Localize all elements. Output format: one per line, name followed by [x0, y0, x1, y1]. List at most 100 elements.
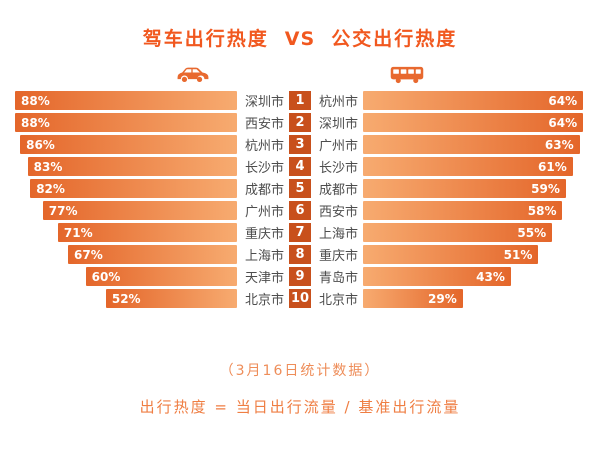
driving-value-label: 82% — [36, 181, 65, 196]
driving-bar: 52% — [105, 289, 237, 308]
transit-value-label: 64% — [548, 93, 578, 108]
column-icons — [0, 61, 600, 85]
driving-bar: 86% — [20, 135, 237, 154]
transit-value-label: 63% — [544, 137, 574, 152]
driving-value-label: 86% — [26, 137, 55, 152]
transit-value-label: 29% — [428, 291, 457, 306]
driving-value-label: 77% — [48, 203, 78, 218]
transit-bar-area: 63% — [363, 135, 590, 154]
driving-city-label: 杭州市 — [245, 139, 285, 154]
driving-city-label: 深圳市 — [245, 95, 285, 110]
rank-badge: 10 — [289, 289, 311, 308]
driving-bar-area: 77% — [10, 201, 237, 220]
driving-bar-area: 60% — [10, 267, 237, 286]
driving-bar-area: 86% — [10, 135, 237, 154]
transit-city-label: 青岛市 — [319, 271, 359, 286]
driving-bar-area: 67% — [10, 245, 237, 264]
transit-value-label: 55% — [517, 225, 547, 240]
driving-city-label: 广州市 — [245, 205, 285, 220]
transit-city-label: 上海市 — [319, 227, 359, 242]
driving-value-label: 83% — [33, 159, 63, 174]
car-icon — [177, 67, 209, 83]
driving-bar-area: 82% — [10, 179, 237, 198]
chart-row: 83% 长沙市 4 长沙市 61% — [0, 157, 600, 176]
driving-bar-area: 88% — [10, 91, 237, 110]
driving-value-label: 67% — [74, 247, 103, 262]
title-vs: VS — [284, 28, 316, 50]
page-title: 驾车出行热度 VS 公交出行热度 — [0, 0, 600, 51]
transit-bar: 43% — [363, 267, 511, 286]
chart-row: 86% 杭州市 3 广州市 63% — [0, 135, 600, 154]
driving-city-label: 北京市 — [245, 293, 285, 308]
rank-badge: 1 — [289, 91, 311, 110]
chart-row: 88% 西安市 2 深圳市 64% — [0, 113, 600, 132]
driving-bar-area: 83% — [10, 157, 237, 176]
driving-bar-area: 71% — [10, 223, 237, 242]
driving-bar: 71% — [57, 223, 237, 242]
driving-bar: 88% — [15, 91, 237, 110]
transit-city-label: 杭州市 — [319, 95, 359, 110]
transit-bar: 61% — [363, 157, 573, 176]
transit-bar: 64% — [363, 113, 584, 132]
rank-badge: 6 — [289, 201, 311, 220]
transit-bar-area: 43% — [363, 267, 590, 286]
driving-bar: 88% — [15, 113, 237, 132]
transit-city-label: 重庆市 — [319, 249, 359, 264]
transit-bar-area: 64% — [363, 91, 590, 110]
driving-bar: 83% — [27, 157, 237, 176]
transit-bar: 55% — [363, 223, 553, 242]
driving-city-label: 天津市 — [245, 271, 285, 286]
transit-value-label: 59% — [531, 181, 560, 196]
driving-value-label: 71% — [63, 225, 93, 240]
rank-badge: 8 — [289, 245, 311, 264]
title-transit: 公交出行热度 — [331, 28, 458, 50]
driving-city-label: 西安市 — [245, 117, 285, 132]
driving-value-label: 88% — [21, 115, 50, 130]
transit-value-label: 58% — [527, 203, 557, 218]
transit-value-label: 61% — [538, 159, 567, 174]
transit-city-label: 长沙市 — [319, 161, 359, 176]
transit-bar-area: 51% — [363, 245, 590, 264]
chart-body: 88% 深圳市 1 杭州市 64% 88% 西安市 2 深圳市 64% 86% 杭州市 3 广州市 63% 8… — [0, 91, 600, 308]
chart-row: 77% 广州市 6 西安市 58% — [0, 201, 600, 220]
transit-bar-area: 59% — [363, 179, 590, 198]
driving-city-label: 长沙市 — [245, 161, 285, 176]
driving-bar-area: 52% — [10, 289, 237, 308]
transit-bar-area: 64% — [363, 113, 590, 132]
transit-bar-area: 58% — [363, 201, 590, 220]
transit-bar-area: 29% — [363, 289, 590, 308]
chart-row: 67% 上海市 8 重庆市 51% — [0, 245, 600, 264]
bus-icon-slot — [353, 65, 590, 85]
car-icon-slot — [10, 64, 227, 85]
driving-city-label: 重庆市 — [245, 227, 285, 242]
driving-value-label: 60% — [91, 269, 121, 284]
chart-row: 52% 北京市 10 北京市 29% — [0, 289, 600, 308]
chart-row: 82% 成都市 5 成都市 59% — [0, 179, 600, 198]
rank-badge: 2 — [289, 113, 311, 132]
rank-badge: 9 — [289, 267, 311, 286]
transit-value-label: 64% — [548, 115, 578, 130]
transit-bar-area: 61% — [363, 157, 590, 176]
date-note: （3月16日统计数据） — [219, 363, 381, 379]
transit-city-label: 成都市 — [319, 183, 359, 198]
bus-icon — [390, 66, 424, 84]
driving-city-label: 成都市 — [245, 183, 285, 198]
title-driving: 驾车出行热度 — [142, 28, 269, 50]
transit-city-label: 深圳市 — [319, 117, 359, 132]
chart-row: 60% 天津市 9 青岛市 43% — [0, 267, 600, 286]
chart-row: 71% 重庆市 7 上海市 55% — [0, 223, 600, 242]
transit-bar: 51% — [363, 245, 539, 264]
transit-bar: 58% — [363, 201, 563, 220]
transit-value-label: 43% — [476, 269, 505, 284]
transit-bar-area: 55% — [363, 223, 590, 242]
driving-bar: 60% — [85, 267, 237, 286]
rank-badge: 4 — [289, 157, 311, 176]
driving-city-label: 上海市 — [245, 249, 285, 264]
rank-badge: 3 — [289, 135, 311, 154]
driving-bar: 77% — [42, 201, 237, 220]
rank-badge: 7 — [289, 223, 311, 242]
transit-bar: 29% — [363, 289, 463, 308]
formula-note: 出行热度 = 当日出行流量 / 基准出行流量 — [139, 398, 461, 416]
transit-city-label: 广州市 — [319, 139, 359, 154]
